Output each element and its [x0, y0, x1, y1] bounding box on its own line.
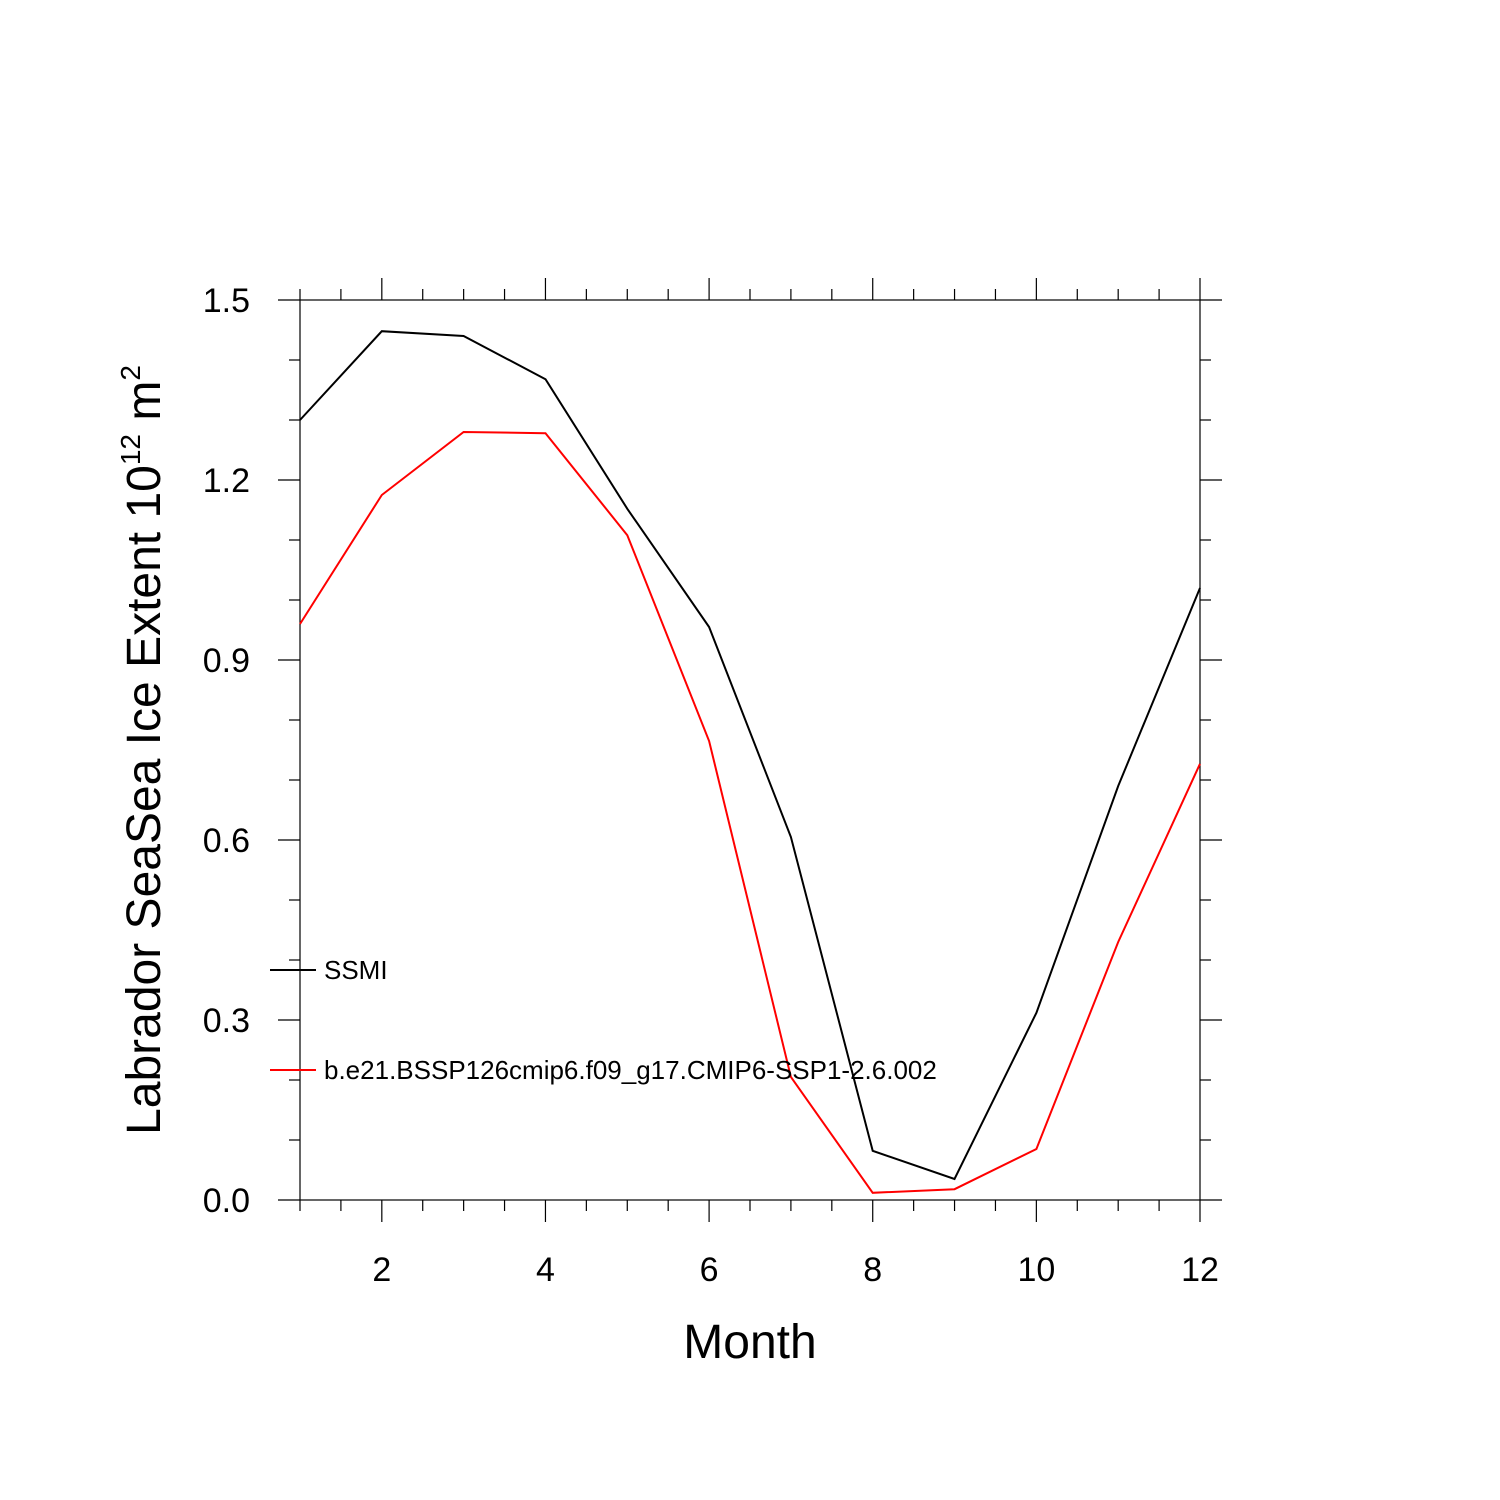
- y-axis-title: Labrador SeaSea Ice Extent 1012 m2: [115, 365, 171, 1135]
- x-tick-label: 6: [700, 1251, 719, 1289]
- axis-ticks: [278, 278, 1222, 1222]
- legend-label-ssmi: SSMI: [324, 955, 388, 985]
- y-tick-label: 1.5: [203, 282, 250, 320]
- y-tick-label: 0.9: [203, 642, 250, 680]
- y-axis-title-unit-exponent: 2: [115, 365, 146, 381]
- y-axis-title-exponent: 12: [115, 434, 146, 465]
- y-tick-label: 0.3: [203, 1002, 250, 1040]
- legend: SSMI b.e21.BSSP126cmip6.f09_g17.CMIP6-SS…: [270, 955, 937, 1085]
- x-tick-label: 2: [372, 1251, 391, 1289]
- x-axis-title: Month: [683, 1316, 816, 1369]
- x-tick-label: 8: [863, 1251, 882, 1289]
- y-tick-label: 0.0: [203, 1182, 250, 1220]
- series-lines: [299, 330, 1201, 1194]
- legend-label-cmip6: b.e21.BSSP126cmip6.f09_g17.CMIP6-SSP1-2.…: [324, 1055, 937, 1085]
- series-line-0: [299, 330, 1201, 1181]
- y-axis-title-main: Labrador SeaSea Ice Extent 10: [118, 465, 171, 1135]
- x-tick-label: 10: [1017, 1251, 1055, 1289]
- x-tick-label: 4: [536, 1251, 555, 1289]
- axis-tick-labels: 2 4 6 8 10 12 0.0 0.3 0.6 0.9 1.2 1.5: [203, 282, 1219, 1289]
- x-tick-label: 12: [1181, 1251, 1219, 1289]
- y-axis-title-spacer: [118, 421, 171, 434]
- y-tick-label: 1.2: [203, 462, 250, 500]
- series-line-1: [299, 430, 1201, 1194]
- y-tick-label: 0.6: [203, 822, 250, 860]
- y-axis-title-unit: m: [118, 381, 171, 421]
